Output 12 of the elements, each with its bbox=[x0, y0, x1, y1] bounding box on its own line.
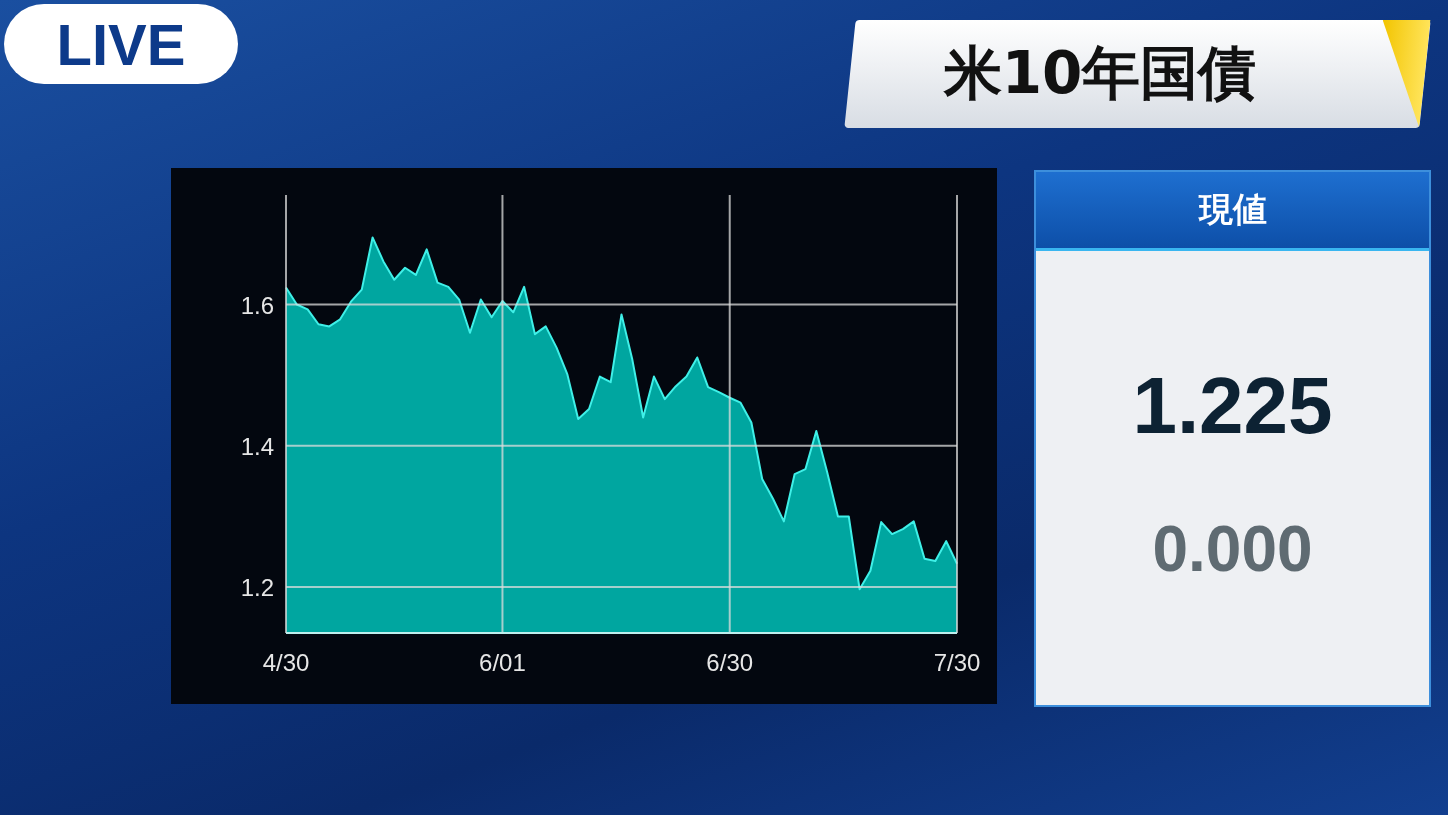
y-tick-label: 1.2 bbox=[240, 574, 274, 602]
x-tick-label: 7/30 bbox=[933, 649, 981, 676]
text: 現値 bbox=[1036, 172, 1429, 251]
x-tick-label: 6/01 bbox=[479, 649, 526, 676]
y-tick-label: 1.4 bbox=[240, 432, 274, 460]
text: LIVE bbox=[4, 4, 238, 84]
text: 米10年国債 bbox=[942, 38, 1258, 109]
x-tick-label: 6/30 bbox=[706, 649, 754, 676]
text: 1.225 bbox=[1131, 360, 1334, 452]
text: 0.000 bbox=[1151, 512, 1314, 586]
y-tick-label: 1.6 bbox=[240, 291, 274, 319]
x-tick-label: 4/30 bbox=[262, 649, 310, 676]
